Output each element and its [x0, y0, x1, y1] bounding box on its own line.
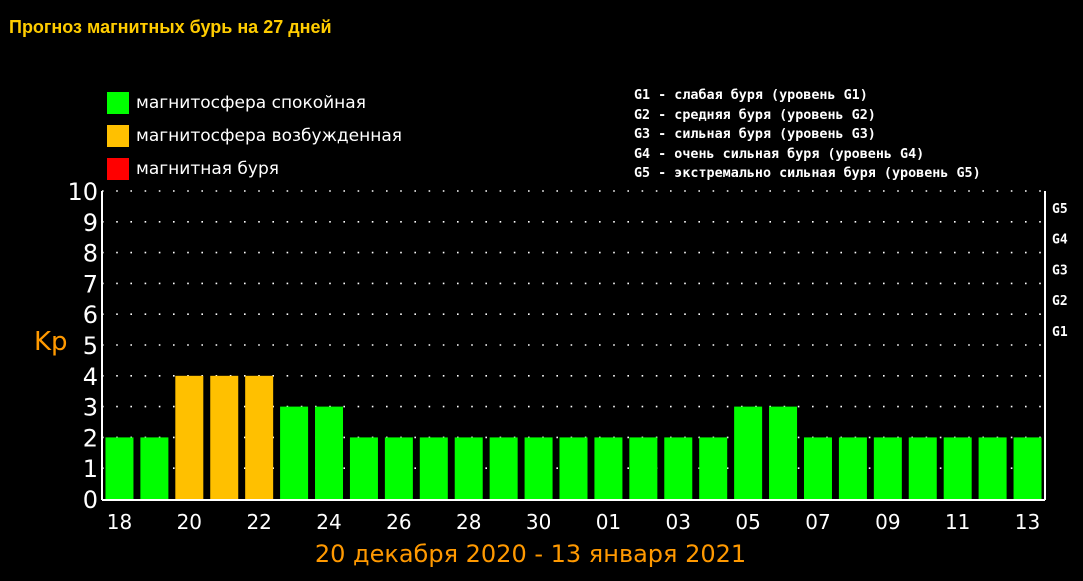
bar	[873, 437, 902, 499]
bar	[734, 406, 763, 499]
x-tick-label: 01	[596, 510, 621, 534]
storm-level-axis-label: G2	[1052, 294, 1068, 309]
storm-level-key: G1 - слабая буря (уровень G1) G2 - средн…	[634, 86, 981, 184]
bar	[524, 437, 553, 499]
bar	[908, 437, 937, 499]
bar	[594, 437, 623, 499]
bar	[769, 406, 798, 499]
y-tick-label: 7	[83, 270, 98, 298]
y-tick-label: 6	[83, 301, 98, 329]
legend: магнитосфера спокойная магнитосфера возб…	[107, 86, 402, 185]
legend-item-excited: магнитосфера возбужденная	[107, 119, 402, 152]
x-tick-label: 03	[666, 510, 691, 534]
legend-label-calm: магнитосфера спокойная	[136, 92, 366, 113]
y-axis-label: Kp	[34, 327, 68, 357]
storm-level-g5: G5 - экстремально сильная буря (уровень …	[634, 166, 981, 181]
bar	[664, 437, 693, 499]
legend-label-excited: магнитосфера возбужденная	[136, 125, 402, 146]
y-tick-label: 8	[83, 240, 98, 268]
bar	[175, 375, 204, 499]
bar	[978, 437, 1007, 499]
y-tick-label: 9	[83, 209, 98, 237]
y-tick-label: 1	[83, 455, 98, 483]
bar	[559, 437, 588, 499]
page-title: Прогноз магнитных бурь на 27 дней	[9, 17, 332, 37]
bar	[489, 437, 518, 499]
bar	[140, 437, 169, 499]
storm-level-g1: G1 - слабая буря (уровень G1)	[634, 88, 868, 103]
y-tick-label: 3	[83, 394, 98, 422]
x-tick-label: 28	[456, 510, 481, 534]
legend-item-calm: магнитосфера спокойная	[107, 86, 402, 119]
bar	[803, 437, 832, 499]
storm-level-g3: G3 - сильная буря (уровень G3)	[634, 127, 876, 142]
storm-level-axis-label: G5	[1052, 202, 1068, 217]
bar	[245, 375, 274, 499]
x-tick-label: 09	[875, 510, 900, 534]
x-tick-label: 13	[1015, 510, 1040, 534]
bar	[105, 437, 134, 499]
bar	[1013, 437, 1042, 499]
bar	[699, 437, 728, 499]
legend-swatch-storm	[107, 157, 129, 180]
x-tick-label: 20	[177, 510, 202, 534]
bar	[838, 437, 867, 499]
storm-level-g4: G4 - очень сильная буря (уровень G4)	[634, 146, 925, 162]
bar	[315, 406, 344, 499]
storm-level-axis-label: G3	[1052, 263, 1068, 278]
x-tick-label: 26	[386, 510, 411, 534]
bar	[384, 437, 413, 499]
x-tick-label: 05	[735, 510, 760, 534]
x-tick-label: 07	[805, 510, 830, 534]
legend-label-storm: магнитная буря	[136, 158, 279, 179]
date-range: 20 декабря 2020 - 13 января 2021	[0, 540, 1083, 568]
date-range-text: 20 декабря 2020 - 13 января 2021	[314, 540, 747, 568]
legend-swatch-calm	[107, 91, 129, 114]
bar	[419, 437, 448, 499]
y-tick-label: 4	[83, 363, 98, 391]
bar	[943, 437, 972, 499]
x-tick-label: 22	[246, 510, 271, 534]
legend-swatch-excited	[107, 124, 129, 147]
y-tick-label: 0	[83, 486, 98, 514]
x-tick-label: 24	[316, 510, 341, 534]
storm-level-g2: G2 - средняя буря (уровень G2)	[634, 107, 876, 123]
bar	[349, 437, 378, 499]
bar	[629, 437, 658, 499]
storm-level-axis-label: G4	[1052, 233, 1068, 248]
bar	[280, 406, 309, 499]
x-tick-label: 30	[526, 510, 551, 534]
legend-item-storm: магнитная буря	[107, 152, 402, 185]
y-tick-label: 2	[83, 424, 98, 452]
x-tick-label: 11	[945, 510, 970, 534]
y-tick-label: 5	[83, 332, 98, 360]
bar	[454, 437, 483, 499]
x-tick-label: 18	[107, 510, 132, 534]
y-tick-label: 10	[67, 178, 98, 206]
storm-level-axis-label: G1	[1052, 325, 1068, 340]
bar	[210, 375, 239, 499]
